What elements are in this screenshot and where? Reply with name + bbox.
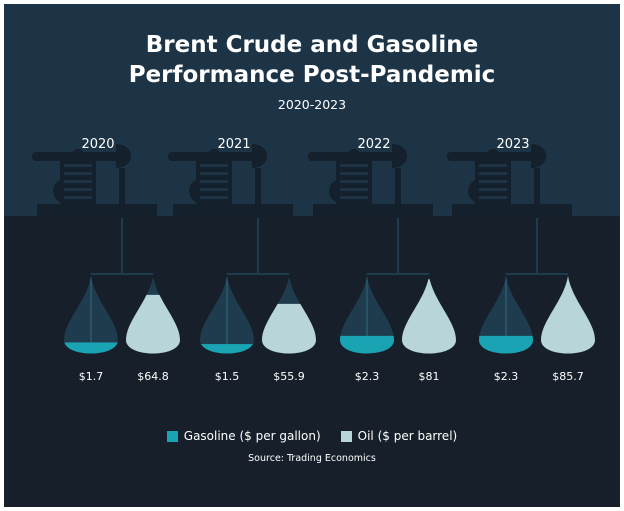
- pumpjack-ladder-rung: [64, 196, 92, 199]
- pumpjack-ladder-rung: [64, 180, 92, 183]
- pumpjack-horsehead: [252, 144, 267, 168]
- pumpjack-rod: [534, 168, 540, 218]
- pumpjack-ladder-rung: [479, 188, 507, 191]
- pumpjack-ladder-rung: [64, 164, 92, 167]
- pumpjack-horsehead: [392, 144, 407, 168]
- gasoline-level-bar: [200, 344, 254, 354]
- gasoline-level-bar: [340, 335, 394, 354]
- pumpjack-ladder-rung: [200, 164, 228, 167]
- gasoline-value-label: $1.5: [215, 370, 240, 383]
- legend-swatch-oil: [340, 430, 352, 442]
- pumpjack-ladder-rung: [340, 188, 368, 191]
- gasoline-flask: [64, 276, 118, 354]
- pumpjack-horsehead: [116, 144, 131, 168]
- pumpjack-ladder-rung: [200, 180, 228, 183]
- oil-flask: [402, 276, 456, 354]
- pumpjack-ladder-rung: [340, 180, 368, 183]
- oil-flask: [126, 276, 180, 354]
- gasoline-flask: [340, 276, 394, 354]
- pumpjack-base: [173, 204, 293, 218]
- oil-flask: [262, 276, 316, 354]
- year-group-2021: 2021 $1.5 $55.9: [168, 137, 316, 383]
- pumpjack-ladder-rung: [479, 180, 507, 183]
- legend-swatch-gasoline: [166, 430, 178, 442]
- year-label: 2021: [217, 137, 250, 152]
- chart-title-line1: Brent Crude and Gasoline: [145, 32, 479, 58]
- pumpjack-pivot: [72, 149, 84, 161]
- gasoline-level-bar: [64, 342, 118, 354]
- year-label: 2023: [496, 137, 529, 152]
- gasoline-value-label: $1.7: [79, 370, 104, 383]
- legend-label-oil: Oil ($ per barrel): [357, 429, 458, 443]
- pumpjack-ladder-rung: [479, 196, 507, 199]
- year-group-2022: 2022 $2.3 $81: [308, 137, 456, 383]
- pumpjack-ladder-rung: [340, 164, 368, 167]
- pumpjack-ladder-rung: [64, 172, 92, 175]
- pumpjack-rod: [395, 168, 401, 218]
- pumpjack-rod: [255, 168, 261, 218]
- gasoline-level-bar: [479, 335, 533, 354]
- pumpjack-icon: [32, 144, 157, 218]
- pumpjack-rod: [119, 168, 125, 218]
- pumpjack-pivot: [348, 149, 360, 161]
- year-group-2020: 2020 $1.7 $64.8: [32, 137, 180, 383]
- oil-value-label: $64.8: [137, 370, 169, 383]
- year-label: 2022: [357, 137, 390, 152]
- pumpjack-base: [313, 204, 433, 218]
- gasoline-value-label: $2.3: [355, 370, 380, 383]
- legend-item-oil: Oil ($ per barrel): [340, 429, 458, 443]
- chart-title-line2: Performance Post-Pandemic: [128, 62, 496, 88]
- pumpjack-ladder-rung: [340, 172, 368, 175]
- pumpjack-horsehead: [531, 144, 546, 168]
- gasoline-flask: [479, 276, 533, 354]
- pumpjack-ladder-rung: [479, 164, 507, 167]
- chart-subtitle: 2020-2023: [277, 97, 347, 112]
- oil-level-bar: [126, 294, 180, 354]
- pumpjack-ladder-rung: [200, 196, 228, 199]
- pumpjack-icon: [168, 144, 293, 218]
- legend: Gasoline ($ per gallon) Oil ($ per barre…: [4, 429, 620, 443]
- oil-flask: [541, 276, 595, 354]
- legend-item-gasoline: Gasoline ($ per gallon): [166, 429, 321, 443]
- pumpjack-icon: [308, 144, 433, 218]
- oil-value-label: $85.7: [552, 370, 584, 383]
- oil-level-bar: [402, 279, 456, 354]
- year-label: 2020: [81, 137, 114, 152]
- sky-band: [4, 4, 620, 216]
- pumpjack-ladder-rung: [64, 188, 92, 191]
- gasoline-flask: [200, 276, 254, 354]
- pumpjack-icon: [447, 144, 572, 218]
- source-note: Source: Trading Economics: [248, 453, 376, 464]
- oil-value-label: $55.9: [273, 370, 305, 383]
- oil-value-label: $81: [419, 370, 440, 383]
- year-group-2023: 2023 $2.3 $85.7: [447, 137, 595, 383]
- pumpjack-ladder-rung: [479, 172, 507, 175]
- pumpjack-base: [37, 204, 157, 218]
- pumpjack-ladder-rung: [200, 172, 228, 175]
- pumpjack-pivot: [208, 149, 220, 161]
- pumpjack-pivot: [487, 149, 499, 161]
- gasoline-value-label: $2.3: [494, 370, 519, 383]
- infographic-frame: 2020 $1.7 $64.8 2021 $1.5 $55.9 2022 $2.3 $81 202…: [4, 4, 620, 507]
- pumpjack-ladder-rung: [340, 196, 368, 199]
- legend-label-gasoline: Gasoline ($ per gallon): [183, 429, 321, 443]
- oil-level-bar: [541, 276, 595, 354]
- pumpjack-base: [452, 204, 572, 218]
- oil-level-bar: [262, 303, 316, 354]
- pumpjack-ladder-rung: [200, 188, 228, 191]
